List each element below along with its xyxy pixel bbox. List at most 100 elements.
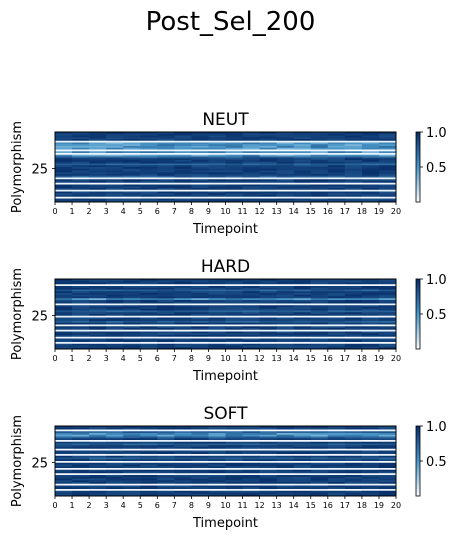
heatmap-cell (225, 305, 243, 308)
y-axis-label: Polymorphism (10, 415, 25, 507)
heatmap-cell (174, 310, 192, 313)
heatmap-cell (55, 448, 73, 451)
heatmap-cell (293, 455, 312, 458)
heatmap-cell (344, 308, 363, 311)
heatmap-cell (157, 296, 175, 299)
heatmap-cell (89, 333, 107, 336)
heatmap-cell (293, 490, 312, 493)
heatmap-cell (157, 464, 175, 467)
colorbar-segment (416, 443, 420, 446)
heatmap-cell (72, 188, 90, 191)
heatmap-cell (72, 445, 90, 448)
colorbar-segment (416, 175, 420, 178)
heatmap-cell (123, 184, 141, 187)
colorbar-segment (416, 133, 420, 136)
heatmap-cell (344, 160, 363, 163)
heatmap-cell (55, 440, 73, 443)
heatmap-cell (344, 464, 363, 467)
heatmap-cell (293, 132, 312, 135)
heatmap-cell (106, 282, 124, 285)
heatmap-cell (208, 462, 226, 465)
heatmap-cell (225, 308, 243, 311)
heatmap-cell (225, 483, 243, 486)
heatmap-cell (259, 298, 278, 301)
heatmap-cell (259, 307, 278, 310)
x-tick-label: 14 (289, 207, 299, 216)
heatmap-cell (361, 298, 380, 301)
x-tick-label: 5 (138, 354, 143, 363)
heatmap-cell (55, 294, 73, 297)
heatmap-cell (157, 156, 175, 159)
heatmap-cell (123, 132, 141, 135)
heatmap-cell (276, 452, 295, 455)
heatmap-cell (55, 434, 73, 437)
colorbar-segment (416, 300, 420, 303)
heatmap-cell (55, 191, 73, 194)
colorbar-segment (416, 490, 420, 493)
heatmap-cell (361, 172, 380, 175)
heatmap-cell (344, 475, 363, 478)
heatmap-cell (259, 447, 278, 450)
heatmap-cell (174, 282, 192, 285)
heatmap-cell (327, 328, 346, 331)
heatmap-cell (140, 193, 158, 196)
heatmap-cell (72, 457, 90, 460)
heatmap-cell (293, 473, 312, 476)
heatmap-cell (344, 310, 363, 313)
heatmap-cell (259, 296, 278, 299)
heatmap-cell (174, 287, 192, 290)
heatmap-cell (157, 140, 175, 143)
x-tick-label: 8 (189, 207, 194, 216)
heatmap-cell (208, 135, 226, 138)
heatmap-cell (242, 132, 260, 135)
heatmap-cell (174, 184, 192, 187)
heatmap-cell (106, 321, 124, 324)
heatmap-cell (225, 170, 243, 173)
heatmap-cell (174, 450, 192, 453)
heatmap-cell (123, 170, 141, 173)
heatmap-cell (89, 177, 107, 180)
x-tick-label: 13 (272, 501, 282, 510)
heatmap-cell (55, 310, 73, 313)
heatmap-cell (225, 443, 243, 446)
heatmap-cell (344, 305, 363, 308)
heatmap-cell (208, 289, 226, 292)
heatmap-cell (208, 147, 226, 150)
heatmap-cell (293, 347, 312, 350)
heatmap-cell (276, 450, 295, 453)
heatmap-cell (55, 287, 73, 290)
heatmap-cell (174, 188, 192, 191)
heatmap-cell (242, 457, 260, 460)
heatmap-cell (191, 158, 209, 161)
heatmap-cell (361, 165, 380, 168)
heatmap-cell (72, 450, 90, 453)
heatmap-cell (55, 426, 73, 429)
heatmap-cell (276, 165, 295, 168)
heatmap-cell (191, 191, 209, 194)
heatmap-cell (208, 434, 226, 437)
heatmap-cell (293, 133, 312, 136)
heatmap-cell (55, 473, 73, 476)
heatmap-cell (55, 314, 73, 317)
heatmap-cell (140, 188, 158, 191)
heatmap-cell (378, 319, 397, 322)
heatmap-cell (293, 163, 312, 166)
x-tick-label: 2 (87, 207, 92, 216)
heatmap-cell (225, 336, 243, 339)
heatmap-cell (361, 426, 380, 429)
heatmap-cell (310, 343, 329, 346)
heatmap-cell (242, 315, 260, 318)
heatmap-cell (157, 172, 175, 175)
heatmap-cell (293, 165, 312, 168)
colorbar-segment (416, 296, 420, 299)
heatmap-cell (310, 179, 329, 182)
heatmap-cell (72, 284, 90, 287)
colorbar-segment (416, 468, 420, 471)
heatmap-cell (276, 322, 295, 325)
heatmap-cell (242, 480, 260, 483)
heatmap-cell (276, 154, 295, 157)
heatmap-cell (259, 326, 278, 329)
heatmap-cell (55, 478, 73, 481)
heatmap-cell (191, 298, 209, 301)
heatmap-cell (174, 170, 192, 173)
